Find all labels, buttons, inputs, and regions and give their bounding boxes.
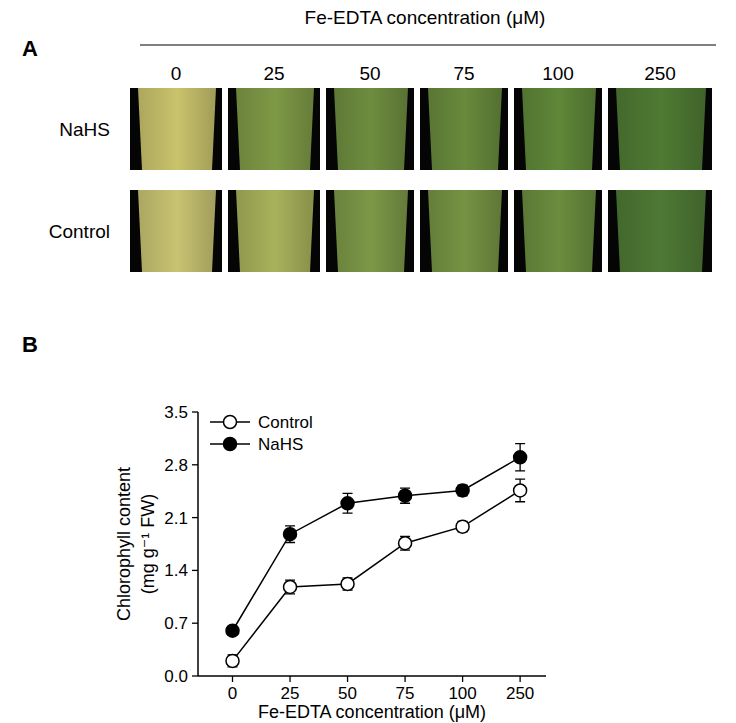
leaf-background [514, 88, 602, 170]
y-tick-label: 0.7 [164, 614, 188, 633]
y-tick-label: 1.4 [164, 561, 188, 580]
leaf [616, 88, 706, 170]
marker [514, 451, 527, 464]
leaf-background [326, 190, 414, 272]
panel-label: B [22, 332, 38, 357]
legend-label: Control [258, 413, 313, 432]
leaf-background [514, 190, 602, 272]
y-tick-label: 2.1 [164, 509, 188, 528]
x-axis [198, 675, 546, 677]
leaf [138, 88, 216, 170]
column-label: 50 [359, 63, 380, 84]
y-tick [192, 464, 198, 465]
leaf-background [608, 88, 712, 170]
leaf [616, 190, 706, 272]
marker [341, 497, 354, 510]
x-tick-label: 50 [338, 684, 357, 703]
y-tick [192, 517, 198, 518]
panel-label: A [22, 36, 38, 61]
y-axis-label: Chlorophyll content [114, 467, 134, 621]
marker [284, 528, 297, 541]
x-tick [462, 676, 463, 682]
leaf [138, 190, 216, 272]
leaf [522, 190, 596, 272]
x-tick [347, 676, 348, 682]
x-tick [289, 676, 290, 682]
y-tick-label: 2.8 [164, 456, 188, 475]
leaf-background [130, 88, 222, 170]
leaf-background [326, 88, 414, 170]
header: Fe-EDTA concentration (μM) [305, 7, 546, 28]
y-tick-label: 0.0 [164, 667, 188, 686]
leaf [522, 88, 596, 170]
x-tick-label: 75 [396, 684, 415, 703]
leaf [236, 190, 314, 272]
y-tick [192, 675, 198, 676]
x-axis-label: Fe-EDTA concentration (μM) [258, 702, 486, 722]
legend-marker [224, 416, 237, 429]
leaf [428, 190, 502, 272]
series-line [233, 490, 521, 660]
leaf [334, 190, 408, 272]
marker [456, 484, 469, 497]
leaf [428, 88, 502, 170]
leaf-background [130, 190, 222, 272]
y-tick [192, 623, 198, 624]
x-tick [404, 676, 405, 682]
marker [341, 577, 354, 590]
marker [399, 489, 412, 502]
x-tick-label: 100 [448, 684, 476, 703]
marker [456, 520, 469, 533]
legend: Control NaHS [210, 413, 313, 454]
header-rule [140, 44, 716, 45]
x-tick-label: 25 [281, 684, 300, 703]
marker [284, 580, 297, 593]
series-line [233, 457, 521, 630]
column-label: 0 [171, 63, 182, 84]
column-label: 25 [263, 63, 284, 84]
leaf [236, 88, 314, 170]
row-label: Control [49, 221, 110, 242]
column-label: 100 [542, 63, 574, 84]
row-label: NaHS [59, 119, 110, 140]
figure: AFe-EDTA concentration (μM)0255075100250… [0, 0, 736, 723]
x-tick-label: 0 [228, 684, 237, 703]
leaf-background [420, 190, 508, 272]
leaf [334, 88, 408, 170]
legend-marker [224, 438, 237, 451]
x-tick-label: 250 [506, 684, 534, 703]
y-tick-label: 3.5 [164, 403, 188, 422]
plot-area [226, 444, 527, 668]
y-tick [192, 411, 198, 412]
leaf-background [420, 88, 508, 170]
legend-label: NaHS [258, 435, 303, 454]
marker [226, 624, 239, 637]
marker [226, 654, 239, 667]
column-label: 75 [453, 63, 474, 84]
y-tick [192, 570, 198, 571]
marker [514, 484, 527, 497]
column-label: 250 [644, 63, 676, 84]
x-tick [519, 676, 520, 682]
leaf-background [608, 190, 712, 272]
y-axis-label: (mg g⁻¹ FW) [138, 494, 158, 595]
y-axis [197, 412, 199, 676]
x-tick [232, 676, 233, 682]
marker [399, 537, 412, 550]
leaf-background [228, 190, 320, 272]
leaf-background [228, 88, 320, 170]
